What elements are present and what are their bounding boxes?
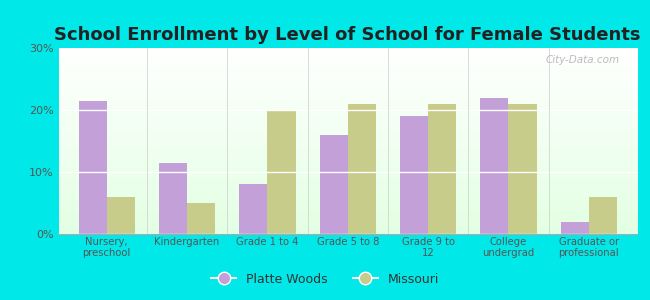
- Bar: [320, 135, 348, 234]
- Bar: [400, 116, 428, 234]
- Text: City-Data.com: City-Data.com: [545, 56, 619, 65]
- Bar: [428, 104, 456, 234]
- Title: School Enrollment by Level of School for Female Students: School Enrollment by Level of School for…: [55, 26, 641, 44]
- Bar: [589, 197, 617, 234]
- Bar: [159, 163, 187, 234]
- Bar: [348, 104, 376, 234]
- Legend: Platte Woods, Missouri: Platte Woods, Missouri: [206, 268, 444, 291]
- Bar: [107, 197, 135, 234]
- Bar: [561, 222, 589, 234]
- Bar: [79, 101, 107, 234]
- Bar: [187, 203, 215, 234]
- Bar: [480, 98, 508, 234]
- Bar: [239, 184, 267, 234]
- Bar: [508, 104, 536, 234]
- Bar: [267, 110, 296, 234]
